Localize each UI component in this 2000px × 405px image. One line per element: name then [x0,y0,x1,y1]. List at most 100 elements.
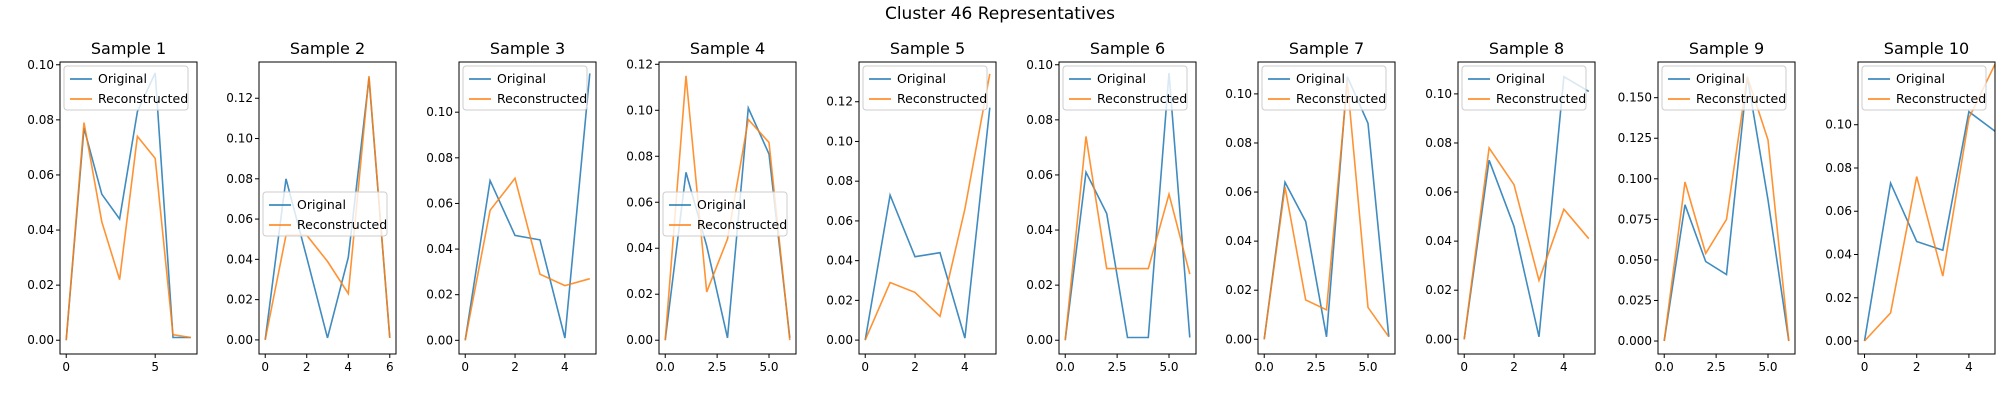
y-tick-label: 0.04 [1026,223,1053,237]
y-tick-label: 0.04 [226,252,253,266]
x-tick-label: 6 [386,360,394,374]
series-line-original [864,107,991,341]
y-tick-label: 0.08 [1026,113,1053,127]
subplot-title: Sample 5 [890,39,965,58]
x-tick-label: 0 [461,360,469,374]
legend: Original Reconstructed [662,191,788,237]
x-tick-label: 4 [1965,360,1973,374]
y-tick-label: 0.00 [226,333,253,347]
y-tick-label: 0.06 [1825,204,1852,218]
y-tick-label: 0.000 [1618,334,1652,348]
x-tick-label: 0.0 [1255,360,1274,374]
x-tick-label: 0.0 [1056,360,1075,374]
legend-label-original: Original [1696,71,1745,86]
series-line-original [1064,72,1191,341]
y-tick-label: 0.075 [1618,212,1652,226]
subplot-title: Sample 8 [1489,39,1564,58]
legend-box [1461,65,1587,111]
legend-label-reconstructed: Reconstructed [1896,91,1986,106]
legend-box [862,65,988,111]
y-tick-label: 0.04 [826,254,853,268]
axes-frame [1058,61,1197,355]
subplot-4: Sample 4 0.00 0.02 0.04 0.06 0.08 0.10 0.12 0.0 2… [626,39,797,374]
legend-label-original: Original [497,71,546,86]
y-tick-label: 0.00 [1026,333,1053,347]
y-tick-label: 0.00 [426,333,453,347]
legend-box [63,65,189,111]
y-tick-label: 0.00 [826,333,853,347]
y-tick-label: 0.08 [626,149,653,163]
y-tick-label: 0.02 [1225,283,1252,297]
subplot-title: Sample 4 [690,39,765,58]
legend-label-original: Original [98,71,147,86]
x-tick-label: 2.5 [1108,360,1127,374]
y-tick-label: 0.08 [826,174,853,188]
legend: Original Reconstructed [63,65,189,111]
legend-label-original: Original [1496,71,1545,86]
legend-label-reconstructed: Reconstructed [897,91,987,106]
y-tick-label: 0.02 [826,293,853,307]
legend-label-original: Original [697,197,746,212]
series-line-reconstructed [1663,76,1790,342]
legend-label-original: Original [1296,71,1345,86]
x-tick-label: 2 [303,360,311,374]
y-tick-label: 0.12 [226,91,253,105]
series-line-reconstructed [664,75,791,341]
y-tick-label: 0.02 [1026,278,1053,292]
y-tick-label: 0.12 [826,95,853,109]
x-tick-label: 4 [961,360,969,374]
y-tick-label: 0.04 [426,242,453,256]
legend-label-reconstructed: Reconstructed [98,91,188,106]
x-tick-label: 0 [1460,360,1468,374]
legend-box [1062,65,1188,111]
series-line-original [464,73,591,341]
x-tick-label: 4 [344,360,352,374]
x-tick-label: 2.5 [1707,360,1726,374]
subplot-3: Sample 3 0.00 0.02 0.04 0.06 0.08 0.10 0 2 4 Origi… [426,39,597,374]
legend-box [1661,65,1787,111]
subplot-title: Sample 7 [1289,39,1364,58]
series-line-original [1463,75,1590,340]
subplot-1: Sample 1 0.00 0.02 0.04 0.06 0.08 0.10 0 5 Origin… [27,39,198,374]
y-tick-label: 0.00 [1825,334,1852,348]
subplot-title: Sample 2 [290,39,365,58]
legend-label-original: Original [897,71,946,86]
series-line-original [1263,76,1390,340]
y-tick-label: 0.12 [626,57,653,71]
y-tick-label: 0.08 [1425,136,1452,150]
y-tick-label: 0.06 [626,195,653,209]
x-tick-label: 5 [151,360,159,374]
axes-frame [658,61,797,355]
x-tick-label: 5.0 [1358,360,1377,374]
subplot-7: Sample 7 0.00 0.02 0.04 0.06 0.08 0.10 0.0 2.5 5.… [1225,39,1396,374]
subplot-title: Sample 10 [1884,39,1969,58]
x-tick-label: 4 [1560,360,1568,374]
series-line-original [1663,76,1790,342]
series-line-reconstructed [1064,136,1191,341]
y-tick-label: 0.08 [226,172,253,186]
y-tick-label: 0.06 [826,214,853,228]
y-tick-label: 0.08 [27,113,54,127]
legend-label-reconstructed: Reconstructed [297,217,387,232]
x-tick-label: 2 [911,360,919,374]
axes-frame [458,61,597,355]
subplot-title: Sample 6 [1090,39,1165,58]
y-tick-label: 0.06 [1225,185,1252,199]
subplot-title: Sample 3 [490,39,565,58]
subplot-5: Sample 5 0.00 0.02 0.04 0.06 0.08 0.10 0.12 0 2 4 O… [826,39,997,374]
y-tick-label: 0.06 [1425,185,1452,199]
legend-box [262,191,388,237]
series-line-reconstructed [65,122,191,341]
y-tick-label: 0.00 [626,333,653,347]
y-tick-label: 0.10 [1225,87,1252,101]
x-tick-label: 2 [1913,360,1921,374]
legend-label-reconstructed: Reconstructed [1097,91,1187,106]
legend: Original Reconstructed [862,65,988,111]
legend-box [1261,65,1387,111]
series-line-original [1863,110,1995,342]
y-tick-label: 0.02 [426,288,453,302]
series-line-reconstructed [1263,81,1390,340]
axes-frame [1457,61,1596,355]
series-line-original [664,104,791,341]
